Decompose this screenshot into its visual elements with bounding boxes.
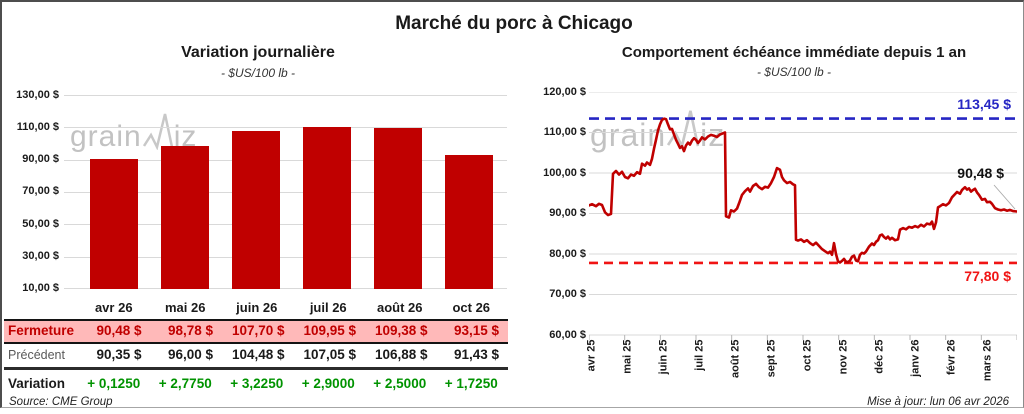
gridline bbox=[64, 160, 507, 161]
y-tick-label: 70,00 $ bbox=[22, 185, 59, 198]
y-tick-label: 90,00 $ bbox=[22, 153, 59, 166]
gridline bbox=[64, 257, 507, 258]
page-title: Marché du porc à Chicago bbox=[395, 13, 633, 34]
y-tick-label: 60,00 $ bbox=[549, 328, 586, 341]
left-chart-title: Variation journalière bbox=[181, 44, 335, 61]
price-line bbox=[589, 117, 1017, 264]
x-tick-label: déc 25 bbox=[873, 339, 886, 374]
table-cell: 106,88 $ bbox=[374, 347, 428, 362]
x-tick-label: juil 25 bbox=[693, 339, 706, 371]
month-header-cell: oct 26 bbox=[452, 300, 491, 315]
table-cell: + 1,7250 bbox=[444, 376, 498, 391]
y-tick-label: 100,00 $ bbox=[543, 166, 586, 179]
y-tick-label: 70,00 $ bbox=[549, 288, 586, 300]
month-header-cell: juin 26 bbox=[236, 300, 278, 315]
x-tick-label: avr 25 bbox=[585, 339, 598, 372]
y-tick-label: 130,00 $ bbox=[16, 88, 59, 101]
table-cell: 107,05 $ bbox=[303, 347, 356, 362]
last-price-label: 90,48 $ bbox=[957, 165, 1004, 181]
line-plot bbox=[589, 92, 1017, 340]
table-cell: + 0,1250 bbox=[87, 376, 141, 391]
label-leader-line bbox=[993, 184, 1016, 210]
gridline bbox=[64, 127, 507, 128]
y-tick-label: 10,00 $ bbox=[22, 282, 59, 295]
month-header-cell: août 26 bbox=[376, 300, 423, 315]
row-label: Précédent bbox=[8, 348, 65, 362]
table-cell: + 3,2250 bbox=[230, 376, 284, 391]
updated-note: Mise à jour: lun 06 avr 2026 bbox=[867, 396, 1009, 408]
table-row-fermeture: Fermeture 90,48 $ 98,78 $ 107,70 $ 109,95 $ 1… bbox=[4, 319, 508, 344]
x-tick-label: févr 26 bbox=[945, 339, 958, 375]
bar-juil 26 bbox=[303, 127, 351, 289]
month-header-cell: juil 26 bbox=[309, 300, 347, 315]
table-cell: 90,48 $ bbox=[96, 323, 142, 338]
x-tick-label: nov 25 bbox=[837, 339, 850, 375]
x-tick-label: août 25 bbox=[729, 339, 742, 379]
table-cell: 109,38 $ bbox=[374, 323, 428, 338]
month-header-cell: mai 26 bbox=[165, 300, 206, 315]
gridline bbox=[64, 192, 507, 193]
table-cell: + 2,7750 bbox=[158, 376, 212, 391]
y-tick-label: 120,00 $ bbox=[543, 85, 586, 98]
bar-oct 26 bbox=[445, 154, 493, 289]
table-cell: 91,43 $ bbox=[453, 347, 499, 362]
y-tick-label: 110,00 $ bbox=[16, 120, 59, 133]
bar-août 26 bbox=[374, 128, 422, 289]
gridline bbox=[64, 288, 507, 289]
table-cell: + 2,9000 bbox=[301, 376, 355, 391]
support-value-label: 77,80 $ bbox=[964, 268, 1011, 284]
resistance-value-label: 113,45 $ bbox=[957, 96, 1011, 112]
y-tick-label: 90,00 $ bbox=[549, 207, 586, 219]
watermark-text: grain bbox=[590, 117, 667, 154]
month-header-cell: avr 26 bbox=[94, 300, 133, 315]
table-cell: 93,15 $ bbox=[453, 323, 499, 338]
table-header-row: avr 26 mai 26 juin 26 juil 26 août 26 oct 26 bbox=[4, 297, 508, 319]
y-tick-label: 30,00 $ bbox=[22, 250, 59, 263]
gridline bbox=[64, 95, 507, 96]
y-tick-label: 80,00 $ bbox=[549, 247, 586, 260]
grainwiz-watermark: grain iz bbox=[70, 112, 198, 153]
watermark-text: grain bbox=[70, 120, 142, 153]
bar-mai 26 bbox=[161, 145, 209, 289]
table-cell: 96,00 $ bbox=[167, 347, 213, 362]
table-corner-cell bbox=[4, 297, 78, 319]
y-tick-label: 50,00 $ bbox=[22, 217, 59, 230]
table-cell: 98,78 $ bbox=[167, 323, 213, 338]
row-label: Fermeture bbox=[8, 323, 75, 338]
table-row-precedent: Précédent 90,35 $ 96,00 $ 104,48 $ 107,05 $ 1… bbox=[4, 344, 508, 370]
bar-avr 26 bbox=[90, 158, 138, 289]
source-note: Source: CME Group bbox=[9, 396, 113, 408]
table-row-variation: Variation + 0,1250 + 2,7750 + 3,2250 + 2,900… bbox=[4, 372, 508, 395]
table-cell: 107,70 $ bbox=[231, 323, 285, 338]
table-cell: 104,48 $ bbox=[231, 347, 285, 362]
x-tick-label: oct 25 bbox=[801, 339, 814, 372]
x-tick-label: sept 25 bbox=[765, 339, 778, 378]
right-chart-title: Comportement échéance immédiate depuis 1… bbox=[621, 44, 967, 61]
x-tick-label: janv 26 bbox=[909, 339, 922, 377]
right-chart-subtitle: - $US/100 lb - bbox=[756, 65, 832, 79]
bar-plot bbox=[64, 95, 507, 289]
watermark-text: iz bbox=[173, 120, 198, 153]
table-cell: 90,35 $ bbox=[96, 347, 142, 362]
left-chart-subtitle: - $US/100 lb - bbox=[220, 66, 296, 80]
zigzag-spike-icon bbox=[142, 113, 173, 150]
bar-juin 26 bbox=[232, 131, 280, 289]
row-label: Variation bbox=[8, 376, 66, 391]
gridline bbox=[64, 224, 507, 225]
y-tick-label: 110,00 $ bbox=[543, 126, 586, 138]
table-cell: + 2,5000 bbox=[373, 376, 427, 391]
x-tick-label: juin 25 bbox=[657, 339, 670, 375]
table-cell: 109,95 $ bbox=[303, 323, 356, 338]
x-tick-label: mars 26 bbox=[981, 339, 994, 382]
x-tick-label: mai 25 bbox=[621, 339, 634, 374]
